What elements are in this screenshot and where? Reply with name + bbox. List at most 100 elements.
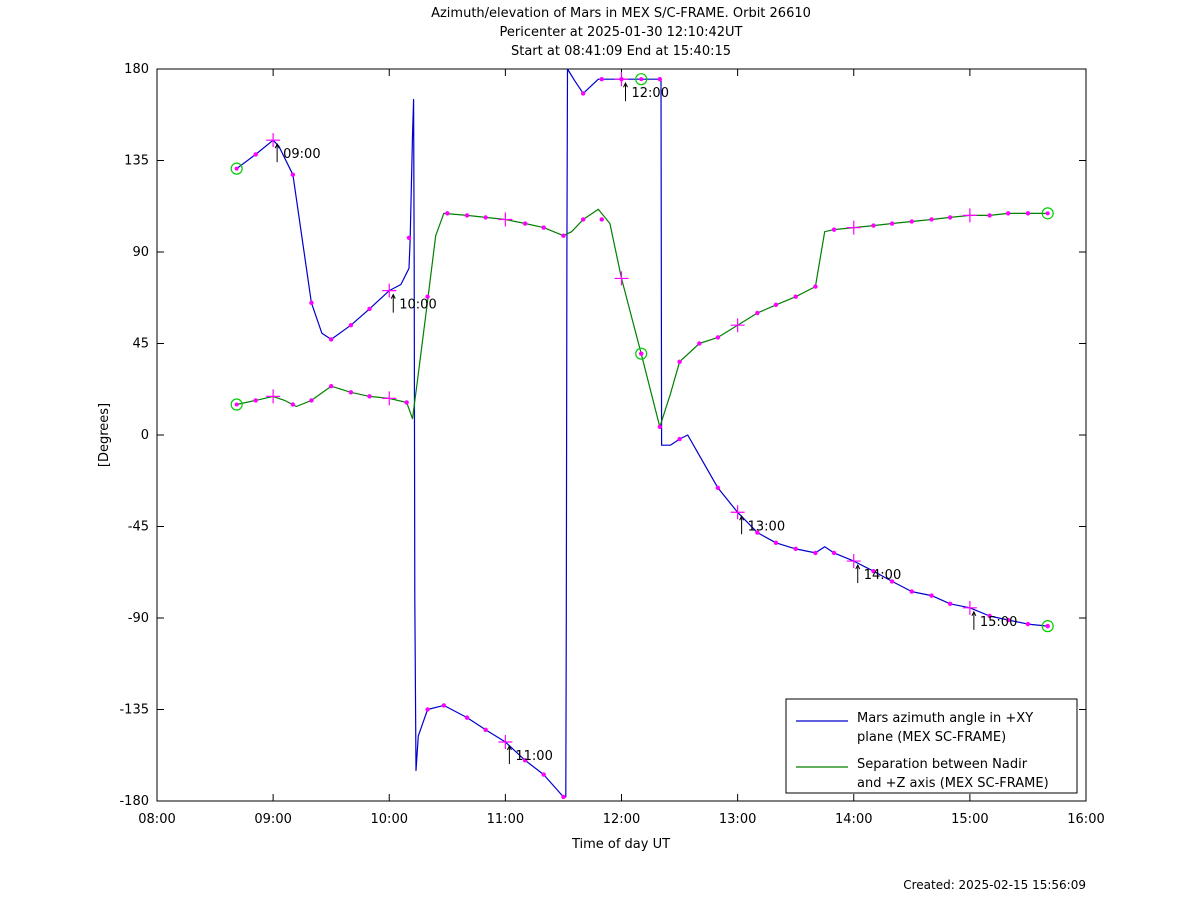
data-point — [755, 530, 760, 535]
data-point — [773, 540, 779, 545]
y-tick-label: 180 — [124, 62, 149, 77]
hour-marker — [498, 735, 513, 750]
y-tick-label: 135 — [124, 154, 149, 169]
data-point — [909, 219, 915, 224]
hour-marker — [382, 391, 397, 406]
data-point — [541, 772, 546, 777]
hour-marker — [266, 389, 281, 404]
annotation-arrow — [274, 143, 280, 149]
title-line: Pericenter at 2025-01-30 12:10:42UT — [499, 25, 742, 40]
hour-marker — [962, 208, 977, 223]
series-lines — [236, 68, 1048, 798]
data-point — [348, 323, 354, 328]
data-point — [234, 166, 239, 171]
x-axis-label: Time of day UT — [571, 837, 670, 852]
data-point — [677, 436, 682, 442]
hour-marker — [498, 212, 513, 227]
data-point — [580, 217, 586, 222]
data-point — [348, 390, 354, 395]
annotation-label: 09:00 — [283, 147, 320, 162]
legend-label: and +Z axis (MEX SC-FRAME) — [857, 776, 1049, 791]
data-point — [328, 384, 334, 389]
x-tick-label: 09:00 — [254, 812, 291, 827]
plot-area — [156, 68, 1087, 802]
y-tick-label: -90 — [128, 611, 149, 626]
annotation-label: 10:00 — [399, 298, 436, 313]
data-point — [889, 221, 895, 226]
data-point — [1045, 211, 1050, 216]
annotation-arrow — [506, 744, 512, 751]
data-point — [253, 152, 258, 157]
data-point — [367, 394, 372, 399]
legend-label: plane (MEX SC-FRAME) — [857, 730, 1006, 745]
annotation-label: 15:00 — [980, 615, 1017, 630]
x-tick-label: 12:00 — [603, 812, 640, 827]
y-tick-label: -135 — [119, 703, 149, 718]
data-point — [234, 402, 239, 407]
data-point — [889, 579, 895, 584]
hour-marker — [382, 283, 397, 298]
data-point — [929, 217, 934, 222]
data-point — [813, 550, 818, 556]
data-point — [715, 485, 721, 491]
data-point — [677, 359, 682, 364]
data-point — [580, 91, 586, 96]
data-point — [328, 337, 334, 342]
data-point — [425, 294, 430, 299]
annotation-arrow — [855, 563, 861, 570]
data-point — [987, 613, 992, 619]
data-point — [715, 335, 721, 340]
data-point — [871, 223, 876, 228]
series-markers — [230, 72, 1054, 800]
y-axis-label: [Degrees] — [97, 403, 112, 467]
data-point — [425, 707, 430, 712]
data-point — [561, 233, 566, 238]
data-point — [773, 302, 779, 308]
data-point — [755, 310, 760, 316]
data-point — [1005, 617, 1011, 623]
hour-marker — [730, 318, 745, 333]
data-point — [541, 225, 546, 230]
annotation-label: 12:00 — [632, 86, 669, 101]
title-line: Azimuth/elevation of Mars in MEX S/C-FRA… — [431, 6, 811, 21]
x-tick-label: 15:00 — [951, 812, 988, 827]
legend-label: Mars azimuth angle in +XY — [857, 711, 1033, 726]
data-point — [599, 76, 604, 82]
data-point — [831, 550, 837, 556]
data-point — [309, 300, 314, 306]
data-point — [871, 569, 876, 574]
chart-title: Azimuth/elevation of Mars in MEX S/C-FRA… — [431, 6, 811, 59]
data-point — [639, 77, 644, 82]
data-point — [1025, 211, 1031, 216]
x-tick-label: 13:00 — [719, 812, 756, 827]
data-point — [909, 589, 915, 594]
data-point — [947, 601, 953, 606]
annotation-arrow — [971, 610, 977, 617]
data-point — [697, 341, 702, 346]
annotation-label: 13:00 — [748, 519, 785, 534]
event-circle — [1041, 207, 1054, 220]
event-circle — [1041, 620, 1054, 633]
x-tick-label: 14:00 — [835, 812, 872, 827]
data-point — [1045, 624, 1050, 629]
data-point — [290, 172, 296, 177]
time-annotations: 09:00 10:00 11:00 12:00 13:00 14:00 15:00 — [274, 82, 1017, 765]
annotation-label: 11:00 — [515, 749, 552, 764]
annotation-label: 14:00 — [864, 568, 901, 583]
data-point — [639, 351, 644, 356]
y-tick-label: -180 — [119, 794, 149, 809]
data-point — [464, 715, 470, 720]
series-line-1 — [236, 208, 1048, 428]
y-tick-label: 0 — [141, 428, 149, 443]
data-point — [1025, 621, 1031, 627]
x-tick-label: 11:00 — [487, 812, 524, 827]
hour-marker — [962, 600, 977, 615]
annotation-arrow — [390, 293, 396, 299]
data-point — [599, 217, 604, 222]
hour-marker — [614, 72, 629, 87]
hour-marker — [614, 271, 629, 286]
legend: Mars azimuth angle in +XY plane (MEX SC-F… — [785, 698, 1078, 794]
data-point — [929, 593, 934, 598]
data-point — [367, 306, 372, 312]
